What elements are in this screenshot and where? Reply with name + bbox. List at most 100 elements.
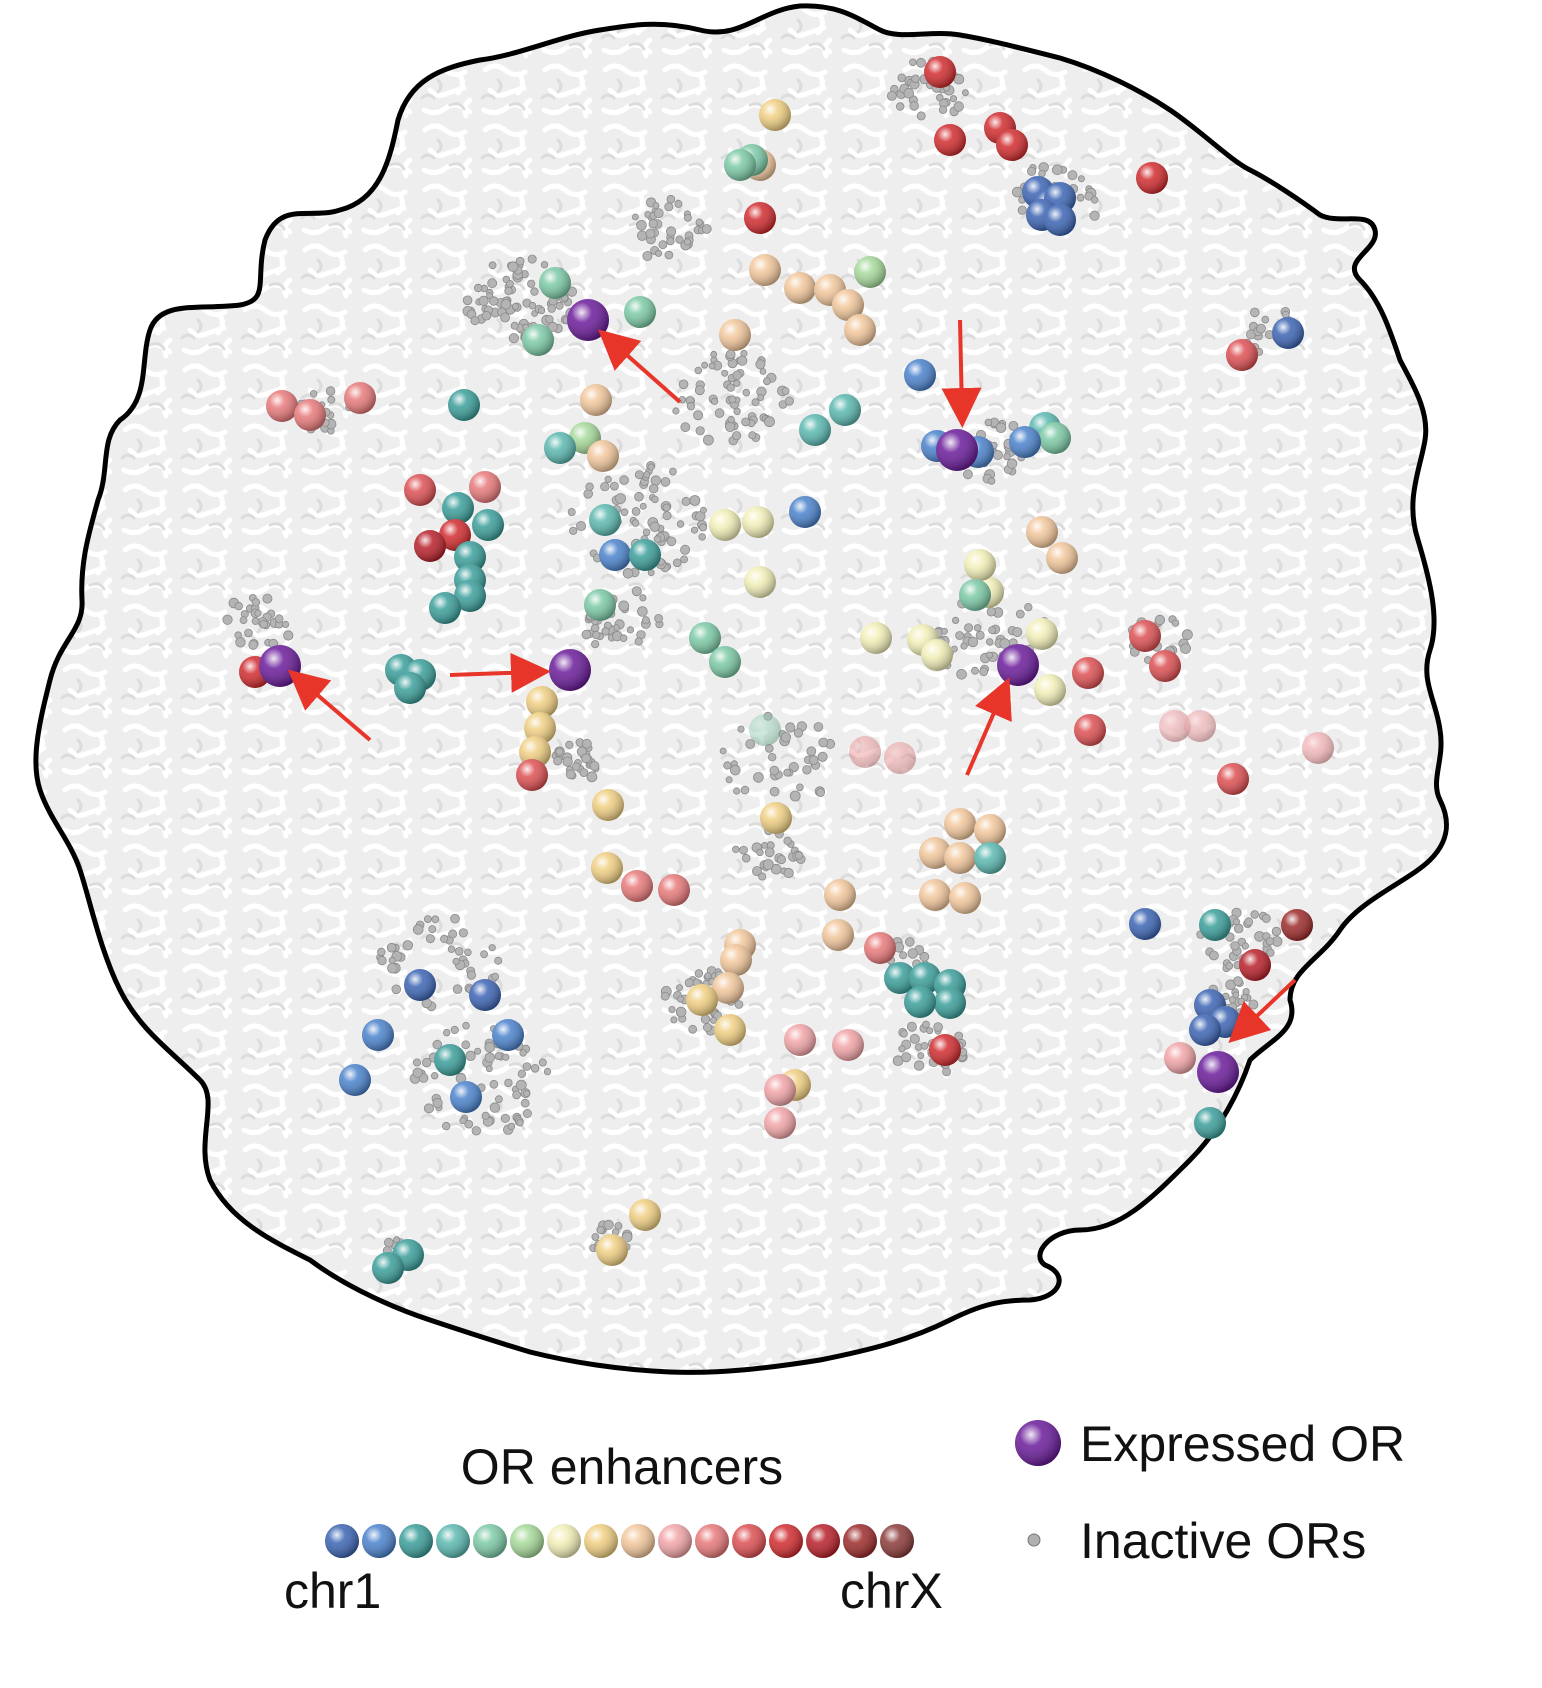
or-enhancer-sphere-shine	[764, 1074, 796, 1106]
inactive-or-dot	[626, 626, 635, 634]
inactive-or-dot	[1089, 210, 1100, 221]
inactive-or-dot	[283, 630, 294, 641]
inactive-or-dot	[565, 740, 574, 750]
or-enhancer-sphere-shine	[587, 440, 619, 472]
inactive-or-dot	[520, 1098, 530, 1108]
inactive-or-dot	[619, 475, 629, 485]
expressed-or-label: Expressed OR	[1080, 1416, 1405, 1472]
inactive-or-dot	[642, 250, 653, 261]
inactive-or-dot	[684, 978, 694, 988]
inactive-or-dot	[816, 788, 825, 797]
inactive-or-dot	[522, 1089, 531, 1098]
or-enhancer-sphere-shine	[526, 686, 558, 718]
inactive-or-dot	[251, 598, 261, 607]
or-enhancer-sphere-shine	[904, 986, 936, 1018]
inactive-or-dot	[634, 637, 643, 646]
or-enhancer-sphere-shine	[844, 314, 876, 346]
inactive-or-dot	[1233, 923, 1244, 934]
inactive-or-dot	[480, 950, 489, 959]
inactive-or-dot	[1067, 170, 1078, 181]
inactive-or-dot	[737, 725, 745, 733]
inactive-or-dot	[1265, 937, 1275, 946]
inactive-or-dot	[887, 91, 897, 101]
inactive-or-dot	[500, 299, 512, 310]
inactive-or-dot	[383, 1237, 394, 1248]
inactive-or-dot	[235, 637, 246, 648]
inactive-or-dot	[975, 630, 985, 640]
or-enhancer-sphere-shine	[492, 1019, 524, 1051]
inactive-or-dot	[986, 651, 994, 659]
inactive-or-dot	[649, 483, 659, 494]
inactive-or-dot	[818, 737, 829, 748]
inactive-or-dot	[474, 283, 483, 293]
inactive-or-dot	[813, 722, 824, 732]
inactive-or-dot	[676, 984, 684, 992]
inactive-or-dot	[741, 417, 750, 427]
inactive-or-dot	[907, 948, 918, 959]
inactive-or-dot	[668, 1005, 676, 1014]
inactive-or-dot	[783, 836, 792, 845]
or-enhancer-sphere-shine	[472, 509, 504, 541]
inactive-or-dot	[953, 101, 964, 112]
inactive-or-dot	[538, 1058, 547, 1067]
inactive-or-dot	[694, 366, 703, 375]
inactive-or-dot	[610, 481, 619, 491]
enhancer-scale-sphere-shine	[880, 1524, 914, 1558]
enhancer-scale-sphere-shine	[843, 1524, 877, 1558]
inactive-or-dot	[916, 111, 926, 121]
inactive-or-dot	[700, 506, 707, 514]
inactive-or-dot	[474, 1047, 482, 1055]
inactive-or-dot	[1261, 315, 1270, 324]
inactive-or-dot	[254, 609, 262, 617]
or-enhancer-sphere-shine	[344, 382, 376, 414]
inactive-or-dot	[596, 1225, 605, 1235]
or-enhancer-sphere-shine	[372, 1252, 404, 1284]
enhancer-scale-sphere-shine	[547, 1524, 581, 1558]
inactive-or-dot	[422, 1057, 432, 1068]
inactive-or-dot	[615, 493, 626, 505]
or-enhancer-sphere-shine	[1009, 426, 1041, 458]
inactive-or-dot	[680, 555, 688, 564]
or-enhancer-sphere-shine	[712, 972, 744, 1004]
inactive-or-dot	[694, 385, 705, 396]
or-enhancer-sphere-shine	[450, 1081, 482, 1113]
or-enhancer-sphere-shine	[724, 149, 756, 181]
or-enhancer-sphere-shine	[1136, 162, 1168, 194]
or-enhancer-sphere-shine	[919, 879, 951, 911]
inactive-or-dot	[1271, 926, 1282, 937]
inactive-or-dot	[992, 449, 1003, 460]
inactive-or-dot	[650, 475, 662, 486]
inactive-or-dot	[465, 1050, 476, 1062]
inactive-or-dot	[654, 614, 663, 623]
inactive-or-dot	[903, 87, 915, 99]
or-enhancer-sphere-shine	[516, 759, 548, 791]
arrow-4	[449, 652, 551, 693]
inactive-or-dot	[527, 279, 536, 288]
inactive-or-dot	[1038, 169, 1046, 178]
inactive-or-dot	[643, 471, 651, 479]
inactive-or-dot	[458, 928, 468, 938]
or-enhancer-sphere-shine	[1072, 657, 1104, 689]
or-enhancer-sphere-shine	[599, 539, 631, 571]
inactive-or-dot	[632, 213, 639, 221]
inactive-or-dot	[569, 526, 578, 535]
inactive-or-dot	[412, 1058, 421, 1067]
or-enhancer-sphere-shine	[924, 56, 956, 88]
or-enhancer-sphere-shine	[964, 549, 996, 581]
inactive-or-dot	[740, 785, 750, 795]
or-enhancer-sphere-shine	[524, 712, 556, 744]
inactive-or-dot	[653, 535, 662, 543]
inactive-or-dot	[734, 1000, 744, 1009]
inactive-or-dot	[674, 199, 683, 208]
inactive-or-dot	[666, 237, 675, 246]
inactive-or-label: Inactive ORs	[1080, 1513, 1366, 1569]
expressed-or-sphere-shine	[567, 299, 609, 341]
inactive-or-dot	[896, 102, 905, 111]
inactive-or-dot	[761, 842, 768, 849]
or-enhancer-sphere-shine	[709, 646, 741, 678]
enhancer-scale-sphere-shine	[473, 1524, 507, 1558]
inactive-or-dot	[1245, 1008, 1253, 1016]
enhancer-color-scale	[325, 1524, 914, 1558]
inactive-or-dot	[1237, 997, 1246, 1006]
or-enhancer-sphere-shine	[709, 509, 741, 541]
